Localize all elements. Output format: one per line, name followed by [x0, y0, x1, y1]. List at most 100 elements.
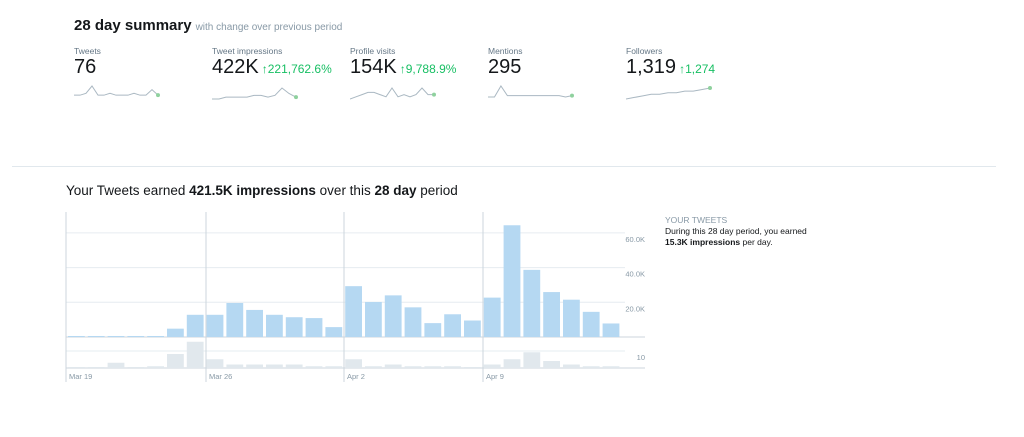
side-text: During this 28 day period, you earned: [665, 226, 807, 236]
x-tick-label: Apr 9: [486, 372, 504, 381]
tweets-bar: [602, 366, 620, 368]
tweets-bar: [167, 354, 184, 368]
impressions-bar: [483, 297, 501, 337]
impressions-bar: [602, 323, 620, 337]
tweets-bar: [68, 367, 85, 368]
impressions-bar: [503, 225, 521, 337]
tweets-bar: [246, 364, 263, 368]
stat-change: ↑9,788.9%: [399, 62, 457, 76]
stat-tweets[interactable]: Tweets 76: [74, 46, 164, 100]
sparkline: [626, 86, 712, 100]
impressions-bar: [186, 314, 204, 337]
stat-label: Followers: [626, 46, 663, 56]
sparkline-end-dot: [432, 92, 436, 97]
tweets-bar: [266, 364, 283, 368]
tweets-bar: [563, 364, 580, 368]
side-heading: YOUR TWEETS: [665, 215, 728, 225]
sparkline-end-dot: [570, 93, 574, 98]
impressions-bar: [563, 299, 580, 337]
tweets-bar: [523, 352, 541, 368]
impressions-bar: [147, 336, 164, 337]
sparkline: [74, 85, 160, 98]
impressions-bar: [285, 317, 303, 337]
tweets-bar: [285, 364, 303, 368]
tweets-bar: [424, 366, 442, 368]
impressions-bar: [543, 292, 560, 337]
stat-label: Profile visits: [350, 46, 396, 56]
arrow-up-icon: ↑: [399, 62, 406, 76]
impressions-bar: [87, 336, 105, 337]
tweets-bar: [186, 341, 204, 368]
stat-value: 76: [74, 56, 97, 78]
summary-subtitle: with change over previous period: [195, 22, 343, 33]
stat-value: 154K ↑9,788.9%: [350, 56, 457, 78]
sparkline: [212, 87, 298, 100]
impressions-bar: [582, 311, 600, 337]
stat-profile-visits[interactable]: Profile visits 154K ↑9,788.9%: [350, 46, 456, 102]
sparkline: [488, 85, 574, 98]
y-tick-label: 40.0K: [625, 270, 645, 279]
arrow-up-icon: ↑: [261, 62, 268, 76]
impressions-bar: [266, 314, 283, 337]
impressions-bar: [365, 301, 382, 337]
tweets-tick-label: 10: [637, 353, 645, 362]
impressions-bar: [325, 327, 343, 337]
impressions-bar: [444, 314, 461, 337]
tweets-bar: [444, 366, 461, 368]
x-tick-label: Apr 2: [347, 372, 365, 381]
stat-label: Tweets: [74, 46, 101, 56]
impressions-bar: [464, 320, 481, 337]
impressions-bar: [226, 302, 244, 337]
impressions-bar: [523, 269, 541, 337]
arrow-up-icon: ↑: [679, 62, 686, 76]
stat-value: 295: [488, 56, 522, 78]
stat-label: Mentions: [488, 46, 523, 56]
tweets-bar: [147, 366, 164, 368]
sparkline-end-dot: [156, 93, 160, 98]
tweets-bar: [464, 367, 481, 368]
sparkline-end-dot: [708, 86, 712, 90]
tweets-bar: [325, 366, 343, 368]
impressions-bar: [68, 336, 85, 337]
your-tweets-info: YOUR TWEETS During this 28 day period, y…: [665, 215, 865, 248]
x-tick-label: Mar 19: [69, 372, 92, 381]
y-tick-label: 60.0K: [625, 235, 645, 244]
stat-change: ↑1,274: [679, 62, 716, 76]
tweets-bar: [503, 359, 521, 368]
impressions-headline: Your Tweets earned 421.5K impressions ov…: [66, 183, 458, 198]
tweets-bar: [107, 362, 125, 368]
impressions-bar: [206, 314, 224, 337]
tweets-bar: [483, 364, 501, 368]
tweets-bar: [226, 364, 244, 368]
tweets-bar: [127, 367, 145, 368]
sparkline: [350, 87, 436, 100]
impressions-bar: [404, 307, 422, 337]
stat-value: 1,319 ↑1,274: [626, 56, 716, 78]
stat-change: ↑221,762.6%: [261, 62, 332, 76]
side-tail: per day.: [740, 237, 773, 247]
impressions-bar: [345, 286, 362, 337]
tweets-bar: [384, 364, 402, 368]
impressions-bar: [167, 328, 184, 337]
tweets-bar: [206, 359, 224, 368]
tweets-bar: [87, 367, 105, 368]
tweets-bar: [305, 366, 323, 368]
side-bold: 15.3K impressions: [665, 237, 741, 247]
y-tick-label: 20.0K: [625, 304, 645, 313]
stat-label: Tweet impressions: [212, 46, 283, 56]
tweets-bar: [365, 366, 382, 368]
tweets-bar: [543, 361, 560, 368]
stat-tweet-impressions[interactable]: Tweet impressions 422K ↑221,762.6%: [212, 46, 332, 102]
impressions-bar: [127, 336, 145, 337]
impressions-bar: [305, 318, 323, 337]
impressions-bar: [384, 295, 402, 337]
stat-value: 422K ↑221,762.6%: [212, 56, 332, 78]
stat-mentions[interactable]: Mentions 295: [488, 46, 578, 100]
x-tick-label: Mar 26: [209, 372, 232, 381]
divider: [12, 166, 996, 167]
tweets-bar: [404, 366, 422, 368]
tweets-bar: [345, 359, 362, 368]
impressions-bar: [246, 309, 263, 337]
stat-followers[interactable]: Followers 1,319 ↑1,274: [626, 46, 716, 102]
